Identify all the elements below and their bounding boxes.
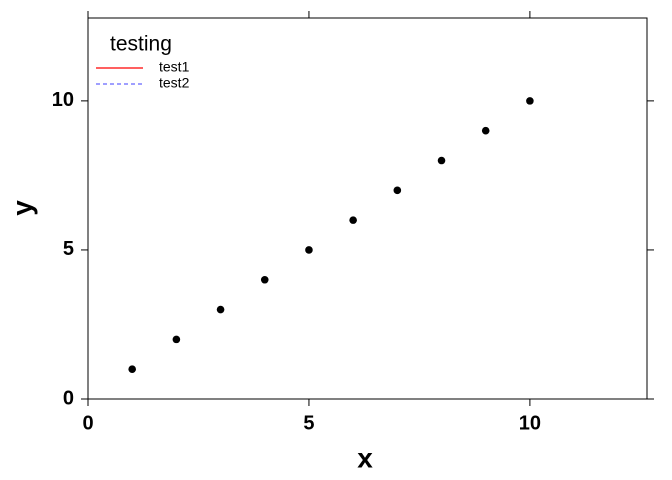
point	[437, 156, 446, 165]
point	[481, 126, 490, 135]
y-tick-label: 10	[52, 89, 74, 111]
point	[393, 186, 402, 195]
y-axis-label: y	[6, 200, 37, 216]
x-tick-label: 10	[519, 412, 541, 434]
point	[349, 216, 357, 224]
x-tick-label: 0	[82, 412, 93, 434]
x-axis-label: x	[357, 442, 373, 473]
plot-frame	[87, 17, 648, 400]
point	[216, 305, 225, 314]
legend-title: testing	[110, 33, 172, 56]
y-tick-label: 0	[63, 387, 74, 409]
point	[305, 246, 313, 254]
x-tick-label: 5	[303, 412, 314, 434]
point	[526, 97, 534, 105]
legend-label: test1	[159, 59, 190, 75]
legend-label: test2	[159, 75, 190, 91]
point	[128, 365, 136, 373]
y-tick-label: 5	[63, 238, 74, 260]
point	[172, 335, 181, 344]
point	[260, 275, 269, 284]
